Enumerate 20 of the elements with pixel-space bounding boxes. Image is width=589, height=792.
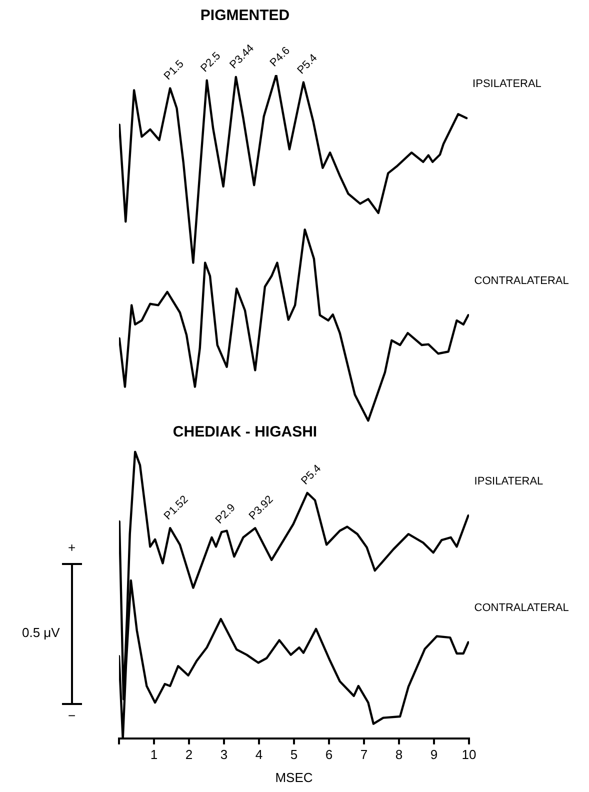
x-tick-label: 5 [290, 746, 298, 762]
x-tick-label: 4 [255, 746, 263, 762]
text: CHEDIAK - HIGASHI [172, 424, 318, 441]
text: IPSILATERAL [474, 476, 544, 488]
x-tick-label: 3 [220, 746, 228, 762]
x-tick-label: 7 [360, 746, 368, 762]
chart-title: PIGMENTED [200, 7, 290, 24]
x-tick-label: 6 [325, 746, 333, 762]
x-tick-label: 1 [150, 746, 158, 762]
text: CONTRALATERAL [474, 275, 569, 288]
x-tick-label: 8 [395, 746, 403, 762]
text: CONTRALATERAL [474, 602, 569, 614]
text: + [68, 540, 76, 555]
x-axis-title: MSEC [275, 770, 313, 785]
text: − [68, 708, 76, 723]
text: 0.5 μV [22, 625, 60, 640]
x-tick-label: 2 [185, 746, 193, 762]
text: IPSILATERAL [472, 78, 542, 90]
x-tick-label: 10 [462, 746, 476, 762]
x-tick-label: 9 [430, 746, 438, 762]
